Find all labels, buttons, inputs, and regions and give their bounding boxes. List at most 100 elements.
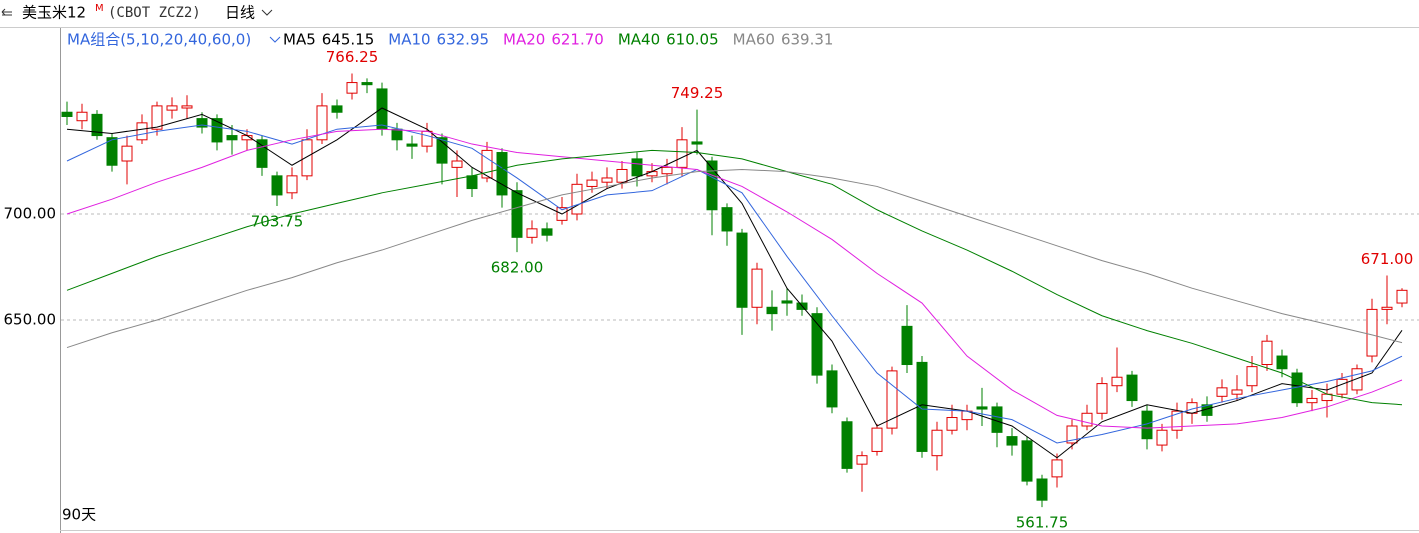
ma-line xyxy=(66,149,1403,406)
extreme-label: 671.00 xyxy=(1361,250,1414,268)
candle-body xyxy=(1261,340,1273,366)
candle-body xyxy=(601,177,613,183)
candle-body xyxy=(1351,368,1363,391)
candle-body xyxy=(1246,366,1258,387)
y-tick-label: 700.00 xyxy=(4,205,57,223)
candle-body xyxy=(931,429,943,457)
candle-body xyxy=(151,105,163,130)
candle-body xyxy=(661,166,673,175)
back-icon[interactable] xyxy=(1,8,12,16)
legend-name: MA5 xyxy=(283,31,316,49)
candle-body xyxy=(901,325,913,366)
candle-body xyxy=(1036,478,1048,501)
y-tick-label: 650.00 xyxy=(4,310,57,328)
candle-body xyxy=(361,82,373,86)
candle-body xyxy=(886,370,898,429)
candle-body xyxy=(1216,387,1228,397)
candle-body xyxy=(166,105,178,111)
candle-body xyxy=(1171,410,1183,431)
candle-body xyxy=(691,141,703,145)
period-label: 90天 xyxy=(62,506,96,524)
candle-body xyxy=(436,137,448,164)
candle-body xyxy=(1066,425,1078,444)
candle-body xyxy=(1051,459,1063,478)
candle-body xyxy=(136,122,148,141)
candle-body xyxy=(751,268,763,308)
candle-body xyxy=(721,207,733,232)
symbol-superscript: M xyxy=(95,3,104,14)
candle-body xyxy=(1081,412,1093,427)
candle-body xyxy=(511,190,523,238)
candle-body xyxy=(481,149,493,179)
candle-body xyxy=(706,160,718,211)
ma-line xyxy=(66,128,1403,429)
candle-body xyxy=(676,139,688,168)
period-selector[interactable]: 日线 xyxy=(225,4,255,22)
symbol-title: 美玉米12 xyxy=(22,4,86,22)
legend-value: 621.70 xyxy=(551,31,604,49)
candle-body xyxy=(271,175,283,196)
candle-body xyxy=(1336,378,1348,395)
legend-value: 632.95 xyxy=(437,31,490,49)
candle-body xyxy=(826,370,838,408)
extreme-label: 703.75 xyxy=(251,213,304,231)
candle-body xyxy=(946,417,958,431)
candle-body xyxy=(1396,289,1408,304)
candle-body xyxy=(406,143,418,147)
candle-body xyxy=(391,128,403,141)
dropdown-arrow[interactable] xyxy=(269,36,281,43)
candle-body xyxy=(181,105,193,109)
candle-body xyxy=(376,88,388,130)
candle-body xyxy=(451,160,463,168)
candle-body xyxy=(1231,389,1243,395)
candle-body xyxy=(76,111,88,122)
candle-body xyxy=(1021,440,1033,482)
candle-body xyxy=(811,313,823,376)
candle-body xyxy=(871,427,883,452)
candle-body xyxy=(1156,429,1168,446)
candle-body xyxy=(526,228,538,238)
extreme-label: 766.25 xyxy=(326,48,379,66)
candle-body xyxy=(301,139,313,177)
candle-body xyxy=(196,118,208,128)
legend-value: 610.05 xyxy=(666,31,719,49)
candle-body xyxy=(1366,308,1378,357)
candle-body xyxy=(586,179,598,187)
extreme-label: 682.00 xyxy=(491,259,544,277)
candle-body xyxy=(1381,306,1393,310)
candle-body xyxy=(631,158,643,177)
candle-body xyxy=(766,306,778,315)
candle-body xyxy=(331,105,343,113)
candle-body xyxy=(346,82,358,94)
ma-line xyxy=(66,124,1403,444)
legend-name: MA60 xyxy=(733,31,775,49)
candle-body xyxy=(736,232,748,308)
ma-line xyxy=(66,107,1403,459)
candle-body xyxy=(421,130,433,147)
extreme-label: 561.75 xyxy=(1016,514,1069,532)
candle-body xyxy=(256,139,268,168)
candle-body xyxy=(211,118,223,143)
candle-body xyxy=(781,300,793,304)
candle-body xyxy=(541,228,553,236)
candle-body xyxy=(121,145,133,162)
candle-body xyxy=(61,111,73,117)
legend-value: 639.31 xyxy=(781,31,834,49)
ma-line xyxy=(66,168,1403,349)
candle-body xyxy=(1096,383,1108,414)
candle-body xyxy=(91,113,103,137)
candle-body xyxy=(646,171,658,177)
symbol-code: (CBOT ZCZ2) xyxy=(108,5,201,21)
candle-body xyxy=(1276,355,1288,370)
dropdown-arrow[interactable] xyxy=(261,9,273,16)
candle-body xyxy=(571,183,583,215)
candle-body xyxy=(106,137,118,166)
ma-group[interactable]: MA组合(5,10,20,40,60,0) xyxy=(67,31,251,49)
candle-body xyxy=(226,135,238,141)
legend-value: 645.15 xyxy=(322,31,375,49)
candle-body xyxy=(976,406,988,410)
candle-body xyxy=(856,455,868,465)
